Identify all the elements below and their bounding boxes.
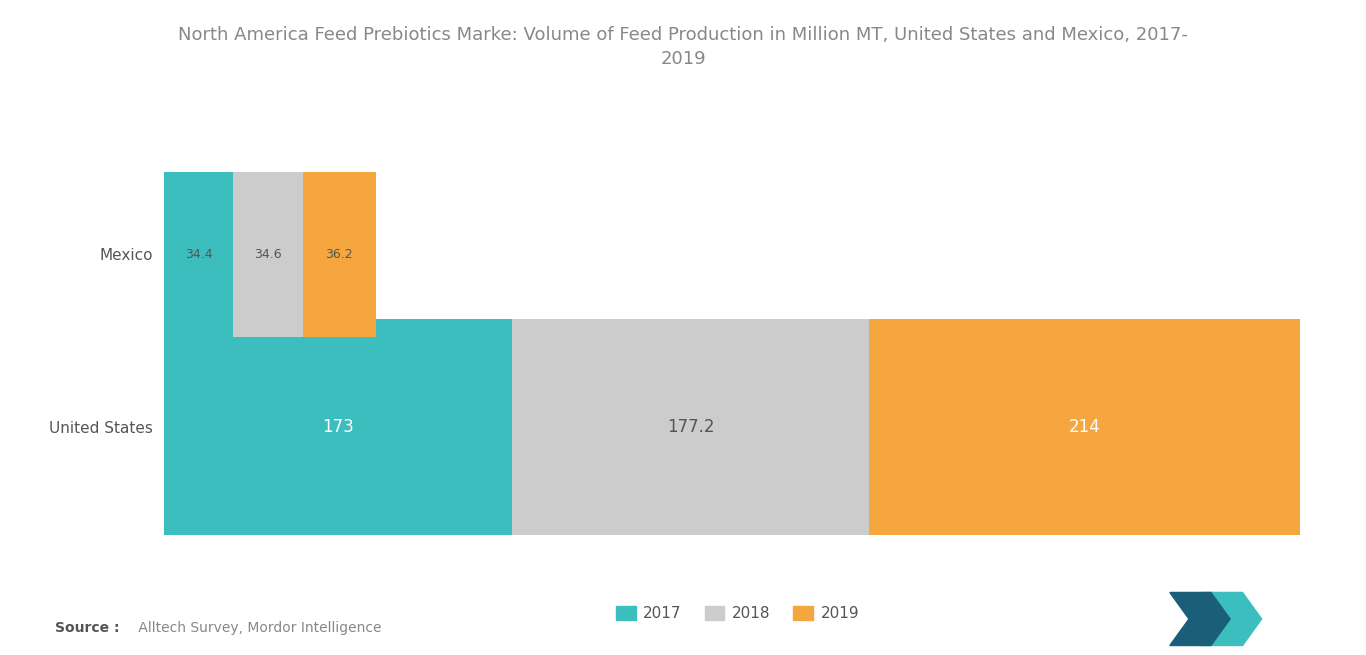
- Bar: [164, 319, 512, 535]
- Text: Alltech Survey, Mordor Intelligence: Alltech Survey, Mordor Intelligence: [134, 622, 381, 635]
- Text: 34.6: 34.6: [254, 248, 281, 261]
- Bar: [164, 172, 234, 337]
- Text: 214: 214: [1068, 418, 1101, 436]
- Polygon shape: [1202, 592, 1262, 646]
- Text: Source :: Source :: [55, 622, 119, 635]
- Text: 177.2: 177.2: [667, 418, 714, 436]
- Bar: [303, 172, 376, 337]
- Text: 34.4: 34.4: [184, 248, 212, 261]
- Legend: 2017, 2018, 2019: 2017, 2018, 2019: [609, 600, 866, 627]
- Text: 36.2: 36.2: [325, 248, 354, 261]
- Text: North America Feed Prebiotics Marke: Volume of Feed Production in Million MT, Un: North America Feed Prebiotics Marke: Vol…: [178, 26, 1188, 68]
- Bar: [234, 172, 303, 337]
- Bar: [869, 319, 1300, 535]
- Bar: [512, 319, 869, 535]
- Text: 173: 173: [322, 418, 354, 436]
- Polygon shape: [1169, 592, 1231, 646]
